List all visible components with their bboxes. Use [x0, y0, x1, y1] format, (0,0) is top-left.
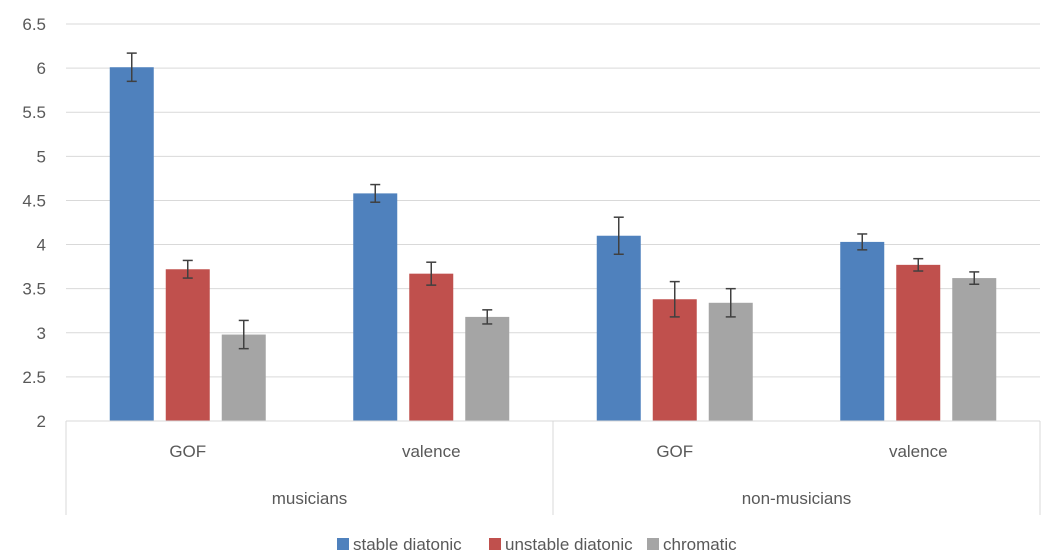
legend-item: unstable diatonic — [489, 535, 633, 554]
legend-item: stable diatonic — [337, 535, 462, 554]
error-bar — [370, 183, 381, 203]
legend-item: chromatic — [647, 535, 737, 554]
y-tick-label: 3.5 — [22, 280, 46, 299]
bar — [353, 193, 398, 421]
legend-swatch — [337, 538, 349, 550]
x-tick-label: valence — [889, 442, 948, 461]
error-bar — [482, 309, 493, 325]
legend-label: stable diatonic — [353, 535, 462, 554]
legend-swatch — [489, 538, 501, 550]
error-bar — [182, 259, 193, 279]
bar — [840, 241, 885, 421]
bar — [952, 278, 997, 421]
error-bar — [669, 280, 680, 318]
error-bar — [238, 319, 249, 350]
bar — [896, 264, 941, 421]
y-tick-label: 3 — [37, 324, 46, 343]
y-tick-label: 5 — [37, 147, 46, 166]
bar — [409, 273, 454, 421]
bar — [596, 235, 641, 421]
grid-lines — [66, 23, 1040, 378]
bar — [652, 299, 697, 421]
group-label: musicians — [272, 489, 348, 508]
legend: stable diatonic unstable diatonic chromati… — [337, 535, 737, 554]
y-tick-label: 4 — [37, 236, 46, 255]
error-bar — [613, 216, 624, 256]
x-tick-label: GOF — [169, 442, 206, 461]
bar — [109, 67, 154, 422]
error-bar — [725, 287, 736, 318]
bars — [109, 67, 997, 422]
bar — [465, 316, 510, 421]
y-tick-label: 2 — [37, 412, 46, 431]
bar — [708, 302, 753, 421]
legend-label: chromatic — [663, 535, 737, 554]
y-tick-label: 5.5 — [22, 103, 46, 122]
legend-label: unstable diatonic — [505, 535, 633, 554]
y-tick-label: 2.5 — [22, 368, 46, 387]
error-bar — [126, 52, 137, 83]
x-axis: GOF valence GOF valence musicians non-musicia… — [65, 420, 1041, 515]
y-tick-label: 4.5 — [22, 191, 46, 210]
error-bar — [969, 271, 980, 286]
bar — [165, 269, 210, 421]
legend-swatch — [647, 538, 659, 550]
error-bar — [426, 261, 437, 286]
y-tick-label: 6 — [37, 59, 46, 78]
error-bar — [913, 257, 924, 272]
y-axis-tick-labels: 2 2.5 3 3.5 4 4.5 5 5.5 6 6.5 — [22, 15, 46, 431]
error-bar — [857, 233, 868, 251]
group-label: non-musicians — [742, 489, 852, 508]
x-tick-label: valence — [402, 442, 461, 461]
error-bars — [126, 52, 980, 350]
x-tick-label: GOF — [656, 442, 693, 461]
y-tick-label: 6.5 — [22, 15, 46, 34]
